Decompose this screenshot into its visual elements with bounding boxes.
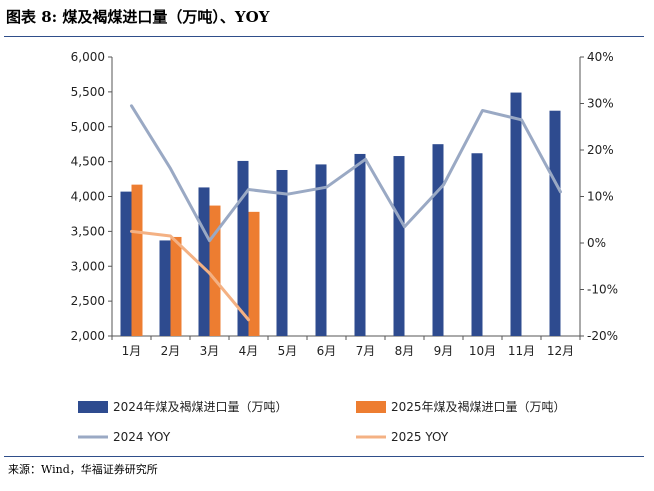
bar-2024 <box>237 160 249 336</box>
x-tick-label: 8月 <box>395 344 415 358</box>
line-2025-yoy <box>130 229 250 322</box>
legend-label: 2024 YOY <box>113 430 171 444</box>
left-tick-label: 3,500 <box>71 224 105 238</box>
legend: 2024年煤及褐煤进口量（万吨） 2025年煤及褐煤进口量（万吨） 2024 YOY… <box>78 399 566 444</box>
bar-2025 <box>209 205 221 336</box>
lines <box>130 104 562 322</box>
legend-swatch <box>78 401 108 413</box>
bar-2025 <box>248 211 260 336</box>
x-tick-label: 3月 <box>200 344 220 358</box>
line-2024-yoy <box>130 104 562 243</box>
axes: 2,000 2,500 3,000 3,500 4,000 4,500 5,000 5,500… <box>71 50 618 358</box>
source-divider <box>4 456 644 457</box>
right-tick-label: 0% <box>587 236 606 250</box>
x-tick-label: 7月 <box>356 344 376 358</box>
right-tick-label: 40% <box>587 50 614 64</box>
left-tick-label: 4,000 <box>71 190 105 204</box>
left-tick-label: 5,500 <box>71 85 105 99</box>
right-tick-label: 20% <box>587 143 614 157</box>
bar-2024 <box>315 164 327 336</box>
right-tick-label: -10% <box>587 283 618 297</box>
right-tick-label: -20% <box>587 329 618 343</box>
chart-title: 图表 8: 煤及褐煤进口量（万吨）、YOY <box>6 8 270 26</box>
left-tick-label: 3,000 <box>71 259 105 273</box>
bar-2024 <box>120 191 132 336</box>
legend-label: 2025 YOY <box>391 430 449 444</box>
bar-2024 <box>393 156 405 336</box>
x-tick-label: 9月 <box>434 344 454 358</box>
legend-swatch <box>356 401 386 413</box>
right-tick-label: 10% <box>587 190 614 204</box>
x-tick-label: 5月 <box>278 344 298 358</box>
left-tick-label: 2,000 <box>71 329 105 343</box>
bar-2024 <box>549 110 561 337</box>
right-tick-label: 30% <box>587 97 614 111</box>
x-tick-label: 1月 <box>122 344 142 358</box>
bar-2024 <box>198 187 210 336</box>
left-tick-label: 2,500 <box>71 294 105 308</box>
bar-2025 <box>131 184 143 336</box>
x-tick-label: 6月 <box>317 344 337 358</box>
source-note: 来源：Wind，华福证券研究所 <box>8 463 158 476</box>
title-divider <box>4 36 644 37</box>
bar-2025 <box>170 236 182 336</box>
x-tick-label: 2月 <box>161 344 181 358</box>
bar-2024 <box>510 92 522 336</box>
left-tick-label: 4,500 <box>71 155 105 169</box>
bar-2024 <box>159 240 171 336</box>
bars <box>120 92 561 337</box>
x-tick-label: 12月 <box>547 344 574 358</box>
bar-2024 <box>276 169 288 336</box>
chart: 2,000 2,500 3,000 3,500 4,000 4,500 5,000 5,500… <box>71 50 618 444</box>
x-tick-label: 11月 <box>508 344 535 358</box>
bar-2024 <box>354 153 366 336</box>
x-tick-label: 10月 <box>469 344 496 358</box>
left-tick-label: 5,000 <box>71 120 105 134</box>
legend-label: 2025年煤及褐煤进口量（万吨） <box>391 399 566 414</box>
x-tick-label: 4月 <box>239 344 259 358</box>
bar-2024 <box>432 144 444 336</box>
legend-label: 2024年煤及褐煤进口量（万吨） <box>113 399 288 414</box>
left-tick-label: 6,000 <box>71 50 105 64</box>
bar-2024 <box>471 153 483 336</box>
